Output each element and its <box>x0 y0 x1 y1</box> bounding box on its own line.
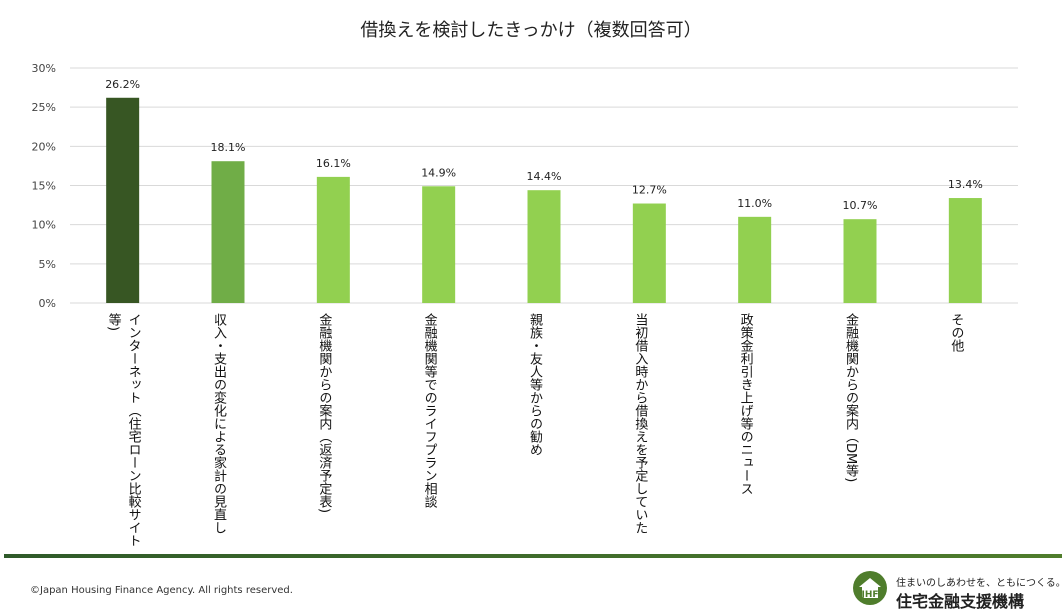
data-label: 14.9% <box>421 166 456 179</box>
bar <box>106 97 140 304</box>
x-category-label: 金融機関からの案内（返済予定表) <box>316 313 332 514</box>
svg-text:JHF: JHF <box>860 590 878 600</box>
bar <box>948 198 982 303</box>
x-category-label: 当初借入時から借換えを予定していた <box>632 313 648 534</box>
data-label: 26.2% <box>105 78 140 91</box>
x-category-label: 親族・友人等からの勧め <box>527 313 542 456</box>
y-tick-label: 5% <box>39 258 56 271</box>
copyright-text: ©Japan Housing Finance Agency. All right… <box>30 585 293 596</box>
x-category-label: 政策金利引き上げ等のニュース <box>737 313 753 495</box>
tagline: 住まいのしあわせを、ともにつくる。 <box>896 578 1062 589</box>
y-tick-label: 0% <box>39 297 56 310</box>
y-tick-label: 25% <box>32 101 56 114</box>
y-tick-label: 20% <box>32 140 56 153</box>
bar <box>316 176 350 303</box>
x-category-label: 金融機関等でのライフプラン相談 <box>421 313 437 508</box>
y-tick-label: 10% <box>32 219 56 232</box>
data-label: 12.7% <box>632 184 667 197</box>
data-labels: 26.2% 18.1% 16.1% 14.9% 14.4% 12.7% 11.0% 10.7%… <box>105 78 983 212</box>
y-tick-label: 30% <box>32 62 56 75</box>
bars <box>106 97 982 304</box>
data-label: 18.1% <box>211 141 246 154</box>
bar <box>843 219 877 303</box>
x-category-label: 金融機関からの案内（DM等) <box>843 313 858 483</box>
bar <box>527 190 561 303</box>
data-label: 13.4% <box>948 178 983 191</box>
bar <box>738 216 772 303</box>
bar <box>632 203 666 303</box>
bar <box>422 186 456 303</box>
house-logo-icon: JHF <box>853 571 887 605</box>
x-category-label: その他 <box>948 313 964 352</box>
data-label: 16.1% <box>316 157 351 170</box>
organization-name: 住宅金融支援機構 <box>896 592 1025 611</box>
footer-band <box>4 554 1062 558</box>
bar <box>211 161 245 303</box>
y-tick-label: 15% <box>32 180 56 193</box>
data-label: 10.7% <box>843 199 878 212</box>
x-category-label: 収入・支出の変化による家計の見直し <box>211 313 226 534</box>
x-category-label: インターネット（住宅ローン比較サイト等) <box>105 313 141 547</box>
chart-title: 借換えを検討したきっかけ（複数回答可） <box>360 20 702 41</box>
data-label: 14.4% <box>527 170 562 183</box>
data-label: 11.0% <box>737 197 772 210</box>
